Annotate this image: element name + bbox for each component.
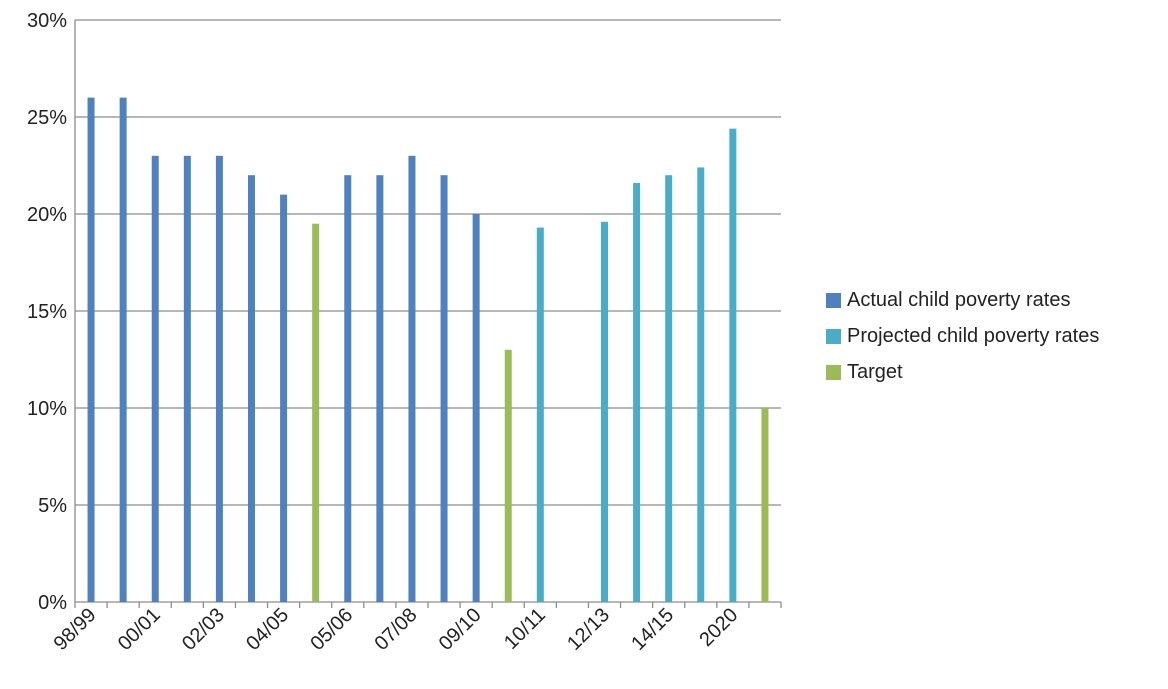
x-tick-label: 07/08 <box>371 604 422 655</box>
bar-projected <box>697 167 705 602</box>
y-tick-label: 25% <box>27 107 67 129</box>
x-tick-label: 05/06 <box>306 604 357 655</box>
legend-label-actual: Actual child poverty rates <box>847 288 1071 311</box>
x-tick-label: 10/11 <box>500 604 550 654</box>
y-tick-label: 10% <box>27 398 67 420</box>
bar-actual <box>215 155 223 603</box>
legend-item-target: Target <box>826 358 1099 386</box>
x-tick-label: 09/10 <box>435 604 486 655</box>
bar-actual <box>408 155 416 603</box>
bar-projected <box>633 182 641 602</box>
legend-swatch-projected <box>826 328 841 344</box>
bar-target <box>761 408 769 602</box>
bar-actual <box>472 214 480 602</box>
x-tick-label: 02/03 <box>178 604 229 655</box>
bar-projected <box>665 175 673 602</box>
bar-projected <box>729 128 737 602</box>
legend-item-actual: Actual child poverty rates <box>826 286 1099 314</box>
x-tick-label: 2020 <box>695 604 742 651</box>
bar-target <box>312 223 320 602</box>
y-tick-label: 15% <box>27 301 67 323</box>
legend-label-target: Target <box>847 360 903 383</box>
bar-actual <box>151 155 159 603</box>
legend-swatch-target <box>826 364 841 380</box>
bar-actual <box>440 175 448 602</box>
x-tick-label: 12/13 <box>563 604 614 655</box>
x-tick-label: 00/01 <box>114 604 165 655</box>
bar-actual <box>280 194 288 602</box>
legend-item-projected: Projected child poverty rates <box>826 322 1099 350</box>
bar-actual <box>119 97 127 602</box>
legend-swatch-actual <box>826 292 841 308</box>
y-tick-label: 20% <box>27 204 67 226</box>
bar-target <box>504 349 512 602</box>
bar-actual <box>376 175 384 602</box>
y-tick-label: 0% <box>38 592 67 614</box>
bar-actual <box>87 97 95 602</box>
bar-actual <box>183 155 191 603</box>
legend: Actual child poverty rates Projected chi… <box>826 286 1099 394</box>
y-tick-label: 30% <box>27 10 67 32</box>
y-tick-label: 5% <box>38 495 67 517</box>
legend-label-projected: Projected child poverty rates <box>847 324 1100 347</box>
bar-actual <box>344 175 352 602</box>
x-tick-label: 04/05 <box>242 604 293 655</box>
x-tick-label: 14/15 <box>627 604 678 655</box>
bar-projected <box>601 221 608 602</box>
bar-projected <box>536 227 544 602</box>
bar-actual <box>248 175 255 602</box>
